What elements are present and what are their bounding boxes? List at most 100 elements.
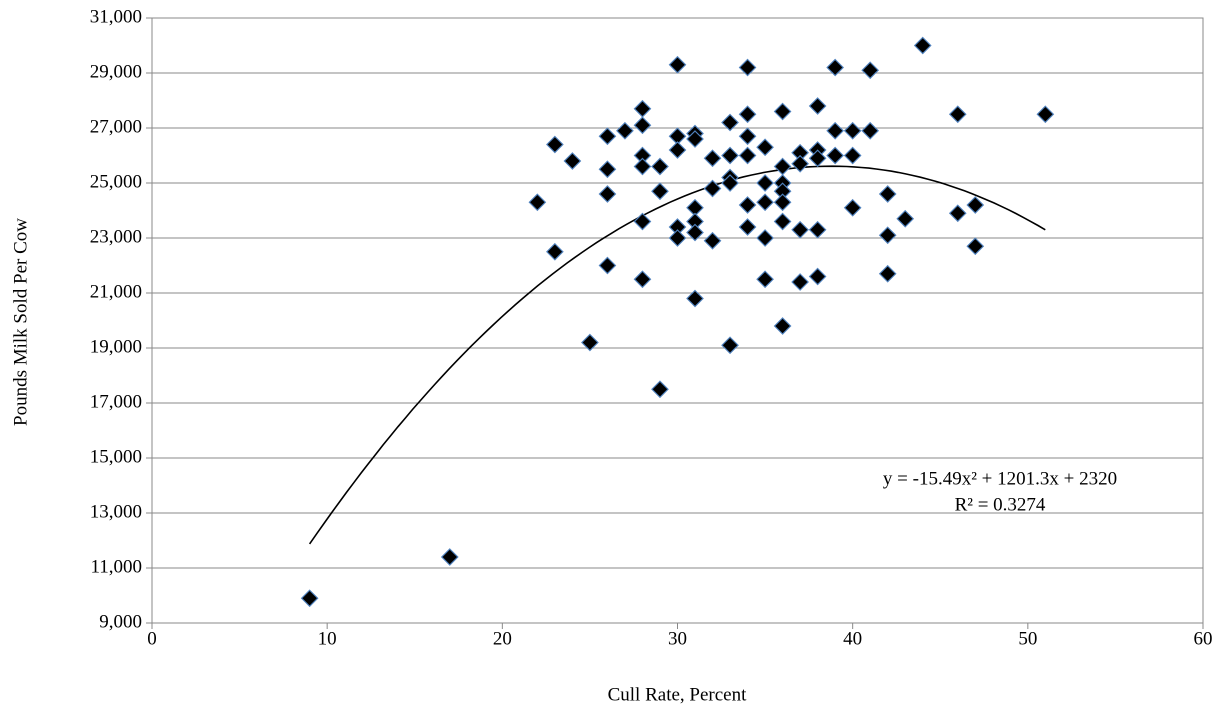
data-point: [633, 99, 652, 118]
y-tick-label: 27,000: [90, 116, 142, 137]
y-tick-label: 31,000: [90, 6, 142, 27]
data-point: [861, 121, 880, 140]
data-point: [808, 267, 827, 286]
data-point: [686, 289, 704, 308]
data-point: [738, 127, 757, 146]
data-point: [773, 212, 792, 231]
data-point: [756, 174, 774, 192]
data-point: [756, 193, 774, 212]
data-point: [966, 237, 985, 256]
y-axis-title: Pounds Milk Sold Per Cow: [10, 218, 31, 426]
data-point: [913, 36, 932, 55]
data-point: [826, 121, 844, 140]
x-tick-label: 20: [493, 628, 512, 649]
data-point: [756, 229, 774, 247]
data-point: [843, 121, 862, 140]
data-point: [528, 193, 547, 212]
data-point: [633, 212, 652, 231]
data-point: [791, 220, 809, 239]
data-point: [703, 231, 722, 250]
data-point: [721, 146, 739, 165]
data-point: [843, 198, 862, 217]
data-point: [651, 157, 669, 176]
data-point: [598, 256, 617, 275]
x-axis-title: Cull Rate, Percent: [608, 684, 747, 705]
data-point: [721, 174, 739, 192]
x-tick-label: 30: [668, 628, 687, 649]
data-point: [668, 141, 687, 159]
data-point: [878, 226, 897, 245]
x-tick-label: 0: [147, 628, 157, 649]
plot-frame: [151, 17, 1204, 624]
y-tick-label: 21,000: [90, 281, 142, 302]
data-point: [633, 270, 652, 289]
data-point: [1036, 105, 1055, 124]
data-point: [668, 229, 687, 247]
y-tick-label: 17,000: [90, 391, 142, 412]
data-point: [721, 113, 739, 132]
data-point: [948, 204, 967, 223]
data-point: [843, 146, 862, 165]
data-point: [440, 548, 459, 566]
data-point: [721, 336, 739, 355]
data-point: [808, 220, 827, 239]
data-point: [878, 185, 897, 203]
data-point: [633, 116, 652, 135]
data-point: [773, 157, 792, 176]
data-point: [791, 273, 809, 291]
data-point: [966, 196, 985, 214]
data-point: [546, 242, 564, 261]
y-tick-label: 19,000: [90, 336, 142, 357]
data-point: [826, 146, 844, 165]
data-point: [738, 146, 757, 165]
data-point: [808, 149, 827, 168]
data-point: [773, 317, 792, 335]
data-point: [633, 157, 652, 176]
x-tick-label: 40: [843, 628, 862, 649]
data-point: [948, 105, 967, 124]
data-point: [703, 149, 722, 168]
data-point: [826, 58, 844, 77]
data-point: [581, 333, 599, 352]
data-point: [651, 182, 669, 201]
data-point: [703, 179, 722, 198]
y-tick-label: 9,000: [99, 611, 142, 632]
x-tick-label: 10: [318, 628, 337, 649]
data-point: [300, 589, 319, 608]
y-tick-label: 11,000: [90, 556, 142, 577]
data-point: [598, 185, 617, 203]
data-point: [563, 152, 582, 170]
y-tick-label: 25,000: [90, 171, 142, 192]
data-point: [738, 105, 757, 124]
data-point: [791, 154, 809, 173]
data-point: [808, 97, 827, 115]
data-point: [878, 264, 897, 283]
data-point: [738, 58, 757, 77]
data-point: [616, 121, 634, 140]
y-tick-label: 15,000: [90, 446, 142, 467]
data-point: [773, 102, 792, 121]
data-point: [896, 209, 915, 228]
trendline-equation: y = -15.49x² + 1201.3x + 2320: [883, 468, 1117, 489]
data-point: [546, 135, 564, 154]
data-point: [773, 193, 792, 212]
data-point: [756, 138, 774, 157]
x-tick-label: 50: [1018, 628, 1037, 649]
data-point: [598, 160, 617, 179]
data-point: [686, 130, 704, 148]
data-point: [738, 218, 757, 236]
data-point: [756, 270, 774, 289]
data-point: [598, 127, 617, 146]
x-tick-label: 60: [1194, 628, 1213, 649]
data-point: [686, 223, 704, 242]
y-tick-label: 13,000: [90, 501, 142, 522]
y-tick-label: 29,000: [90, 61, 142, 82]
trendline-r-squared: R² = 0.3274: [955, 494, 1046, 515]
trendline: [308, 165, 1046, 545]
data-point: [668, 55, 687, 74]
data-point: [738, 196, 757, 214]
data-point: [651, 380, 669, 399]
y-tick-label: 23,000: [90, 226, 142, 247]
data-point: [861, 61, 880, 80]
